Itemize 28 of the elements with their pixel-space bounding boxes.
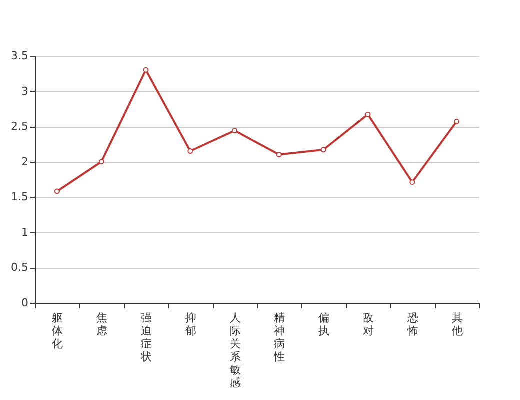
x-tick-label: 人际关系敏感 [230,312,241,390]
x-tick-label: 抑郁 [185,312,196,338]
point [188,148,194,154]
y-tick-label: 0 [22,296,28,310]
point [320,147,326,153]
x-tick-label: 精神病性 [273,312,286,364]
y-tick-label: 1.5 [11,190,28,204]
point [410,180,416,186]
y-tick-label: 0.5 [11,261,28,274]
point [276,152,282,158]
y-tick-label: 3 [22,84,28,98]
x-tick-label: 焦虑 [96,312,108,338]
x-tick-label: 躯体化 [52,312,64,350]
y-tick-label: 3.5 [11,50,28,62]
point [232,128,238,134]
y-tick-label: 2 [22,155,28,168]
x-tick-label: 其他 [452,312,463,338]
point [143,67,149,73]
x-tick-label: 偏执 [318,312,330,338]
x-tick-label: 强迫症状 [140,312,152,364]
point [454,118,460,124]
x-tick-label: 恐怖 [406,312,418,338]
point [365,112,371,118]
y-tick-label: 2.5 [11,120,28,134]
point [54,188,60,194]
point [98,159,104,165]
x-tick-label: 敌对 [363,312,374,338]
y-tick-label: 1 [22,226,28,239]
